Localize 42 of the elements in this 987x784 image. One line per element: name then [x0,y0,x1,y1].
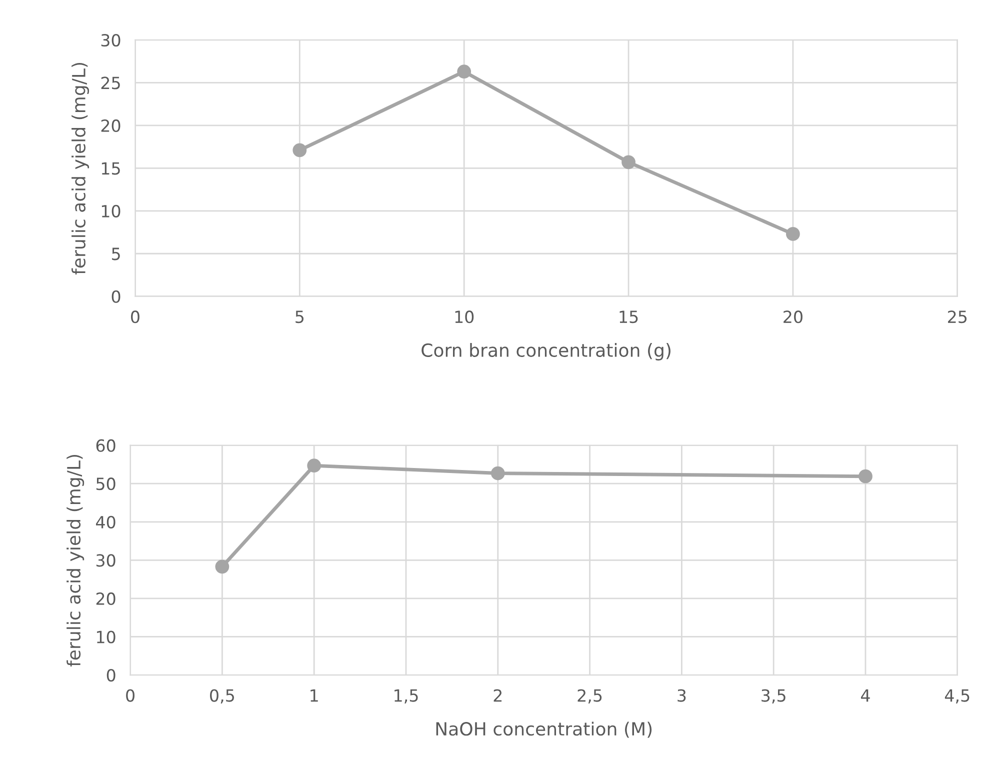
x-tick-label: 25 [948,310,967,324]
y-tick-label: 20 [96,592,116,606]
x-tick-label: 15 [620,310,638,324]
y-tick-label: 0 [112,290,120,303]
x-tick-label: 0,5 [210,689,234,704]
x-tick-label: 2,5 [578,689,602,704]
x-tick-label: 0 [126,689,134,702]
point [786,227,800,241]
x-tick-label: 1 [310,689,318,702]
point [490,466,505,480]
point [215,560,230,574]
y-tick-label: 60 [96,439,116,452]
x-tick-label: 0 [131,310,140,324]
x-tick-label: 20 [784,310,802,324]
y-tick-label: 30 [101,34,120,47]
x-tick-label: 3,5 [762,689,786,704]
y-tick-label: 25 [101,76,120,90]
point [457,64,472,79]
y-tick-label: 0 [106,668,116,682]
point [858,469,872,484]
point [307,458,322,473]
x-tick-label: 4 [861,689,870,702]
x-tick-label: 5 [296,310,304,324]
y-axis-title: ferulic acid yield (mg/L) [72,62,90,275]
y-tick-label: 15 [102,162,120,175]
x-tick-label: 10 [455,310,474,324]
x-tick-label: 3 [678,689,686,702]
y-axis-title: ferulic acid yield (mg/L) [66,454,84,667]
y-tick-label: 20 [101,119,120,132]
x-axis-title: Corn bran concentration (g) [422,343,670,361]
point [622,155,636,170]
point [292,143,307,158]
x-tick-label: 4,5 [944,689,970,704]
y-tick-label: 50 [96,478,116,490]
x-axis-title: NaOH concentration (M) [436,722,652,738]
y-tick-label: 5 [112,248,120,260]
x-tick-label: 2 [494,689,502,702]
y-tick-label: 10 [102,204,120,218]
y-tick-label: 10 [97,630,116,644]
y-tick-label: 30 [96,554,116,567]
y-tick-label: 40 [96,516,116,528]
x-tick-label: 1,5 [394,689,418,704]
